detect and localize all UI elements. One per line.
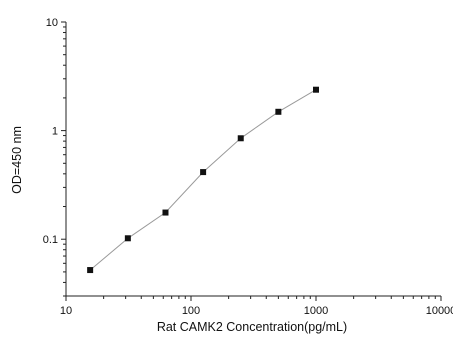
x-tick-label: 10 [60, 305, 72, 317]
data-point [275, 108, 282, 115]
y-tick-label: 1 [52, 126, 58, 138]
series-line [89, 89, 317, 271]
data-point [313, 86, 319, 93]
x-tick-label: 100 [182, 305, 200, 317]
y-axis-ticks: 0.1 1 10 [43, 17, 66, 297]
x-tick-label: 1000 [304, 305, 328, 317]
data-point [87, 267, 94, 274]
y-tick-label: 0.1 [43, 234, 58, 246]
data-point [237, 135, 244, 142]
y-axis-label: OD=450 nm [10, 126, 24, 194]
data-markers [87, 86, 319, 274]
data-point [162, 209, 169, 216]
data-point [200, 169, 207, 176]
x-axis-label: Rat CAMK2 Concentration(pg/mL) [157, 320, 347, 334]
data-point [124, 235, 131, 242]
y-tick-label: 10 [46, 17, 58, 29]
